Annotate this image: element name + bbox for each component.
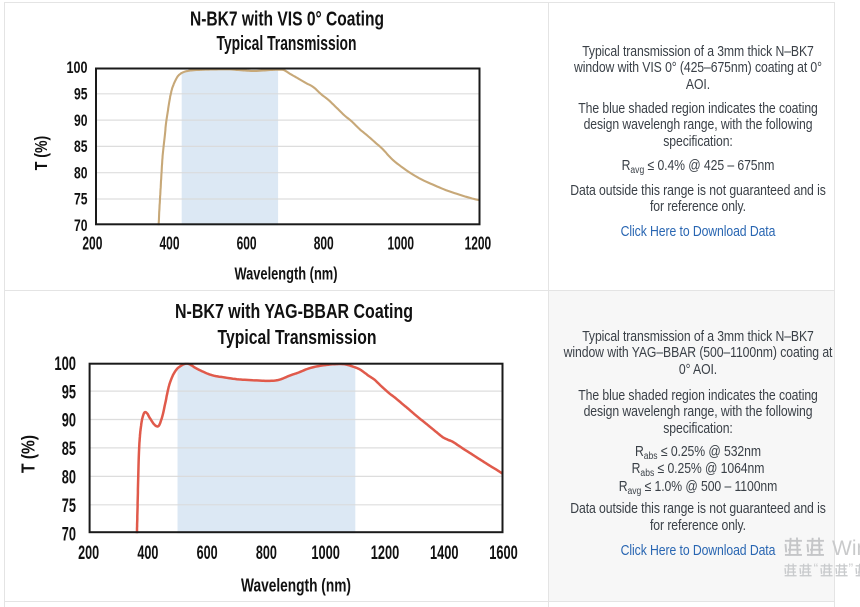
svg-text:75: 75 <box>74 190 88 209</box>
svg-text:75: 75 <box>62 495 76 517</box>
svg-text:200: 200 <box>82 232 102 253</box>
svg-text:100: 100 <box>54 353 76 375</box>
svg-text:T (%): T (%) <box>31 136 51 171</box>
svg-text:1400: 1400 <box>430 542 459 564</box>
svg-text:1200: 1200 <box>371 542 400 564</box>
svg-text:Wavelength (nm): Wavelength (nm) <box>235 264 338 284</box>
svg-text:70: 70 <box>74 216 88 235</box>
svg-text:95: 95 <box>62 381 76 403</box>
svg-text:1600: 1600 <box>489 542 518 564</box>
svg-text:600: 600 <box>237 232 257 253</box>
svg-text:N-BK7 with VIS 0° Coating: N-BK7 with VIS 0° Coating <box>190 8 384 30</box>
svg-text:100: 100 <box>67 58 88 77</box>
svg-text:200: 200 <box>78 542 99 564</box>
svg-text:600: 600 <box>197 542 218 564</box>
svg-text:Typical Transmission: Typical Transmission <box>218 326 377 349</box>
svg-text:90: 90 <box>62 410 76 432</box>
svg-text:400: 400 <box>160 232 180 253</box>
svg-text:1200: 1200 <box>465 232 492 253</box>
svg-text:80: 80 <box>62 467 76 489</box>
svg-text:Typical Transmission: Typical Transmission <box>217 33 357 55</box>
svg-text:800: 800 <box>256 542 277 564</box>
svg-text:80: 80 <box>74 163 88 182</box>
svg-text:95: 95 <box>74 85 88 104</box>
svg-text:400: 400 <box>137 542 158 564</box>
svg-text:85: 85 <box>62 438 76 460</box>
svg-text:800: 800 <box>314 232 334 253</box>
svg-text:1000: 1000 <box>388 232 415 253</box>
svg-text:85: 85 <box>74 137 88 156</box>
svg-text:N-BK7 with YAG-BBAR Coating: N-BK7 with YAG-BBAR Coating <box>175 300 413 323</box>
svg-text:T (%): T (%) <box>19 435 39 473</box>
svg-text:90: 90 <box>74 111 88 130</box>
svg-text:70: 70 <box>62 523 76 545</box>
svg-text:Wavelength (nm): Wavelength (nm) <box>241 576 351 596</box>
svg-text:1000: 1000 <box>311 542 340 564</box>
